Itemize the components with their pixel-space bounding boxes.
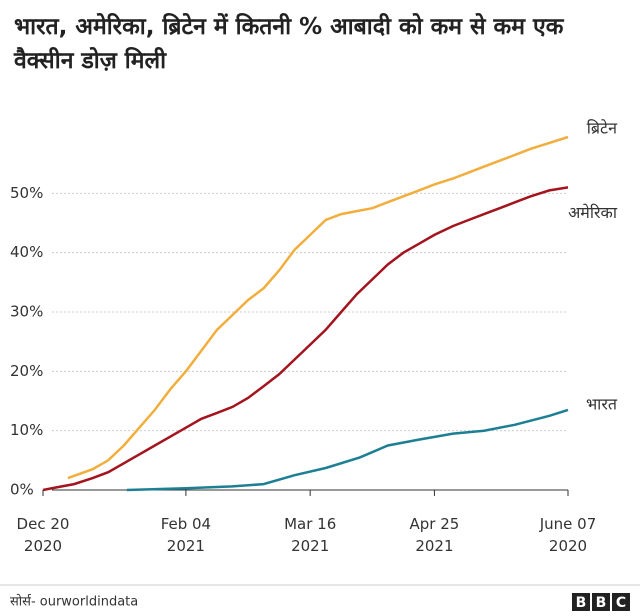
series-label: ब्रिटेन: [587, 118, 618, 137]
y-tick-label: 0%: [10, 481, 34, 499]
series-line: [42, 186, 569, 492]
series-line: [126, 408, 569, 492]
logo-box: [612, 593, 630, 611]
y-tick-label: 30%: [10, 303, 43, 321]
y-tick-label: 20%: [10, 362, 43, 380]
x-tick-label: June 07 2020: [539, 515, 597, 555]
logo-box: [592, 593, 610, 611]
x-tick-label: Mar 16 2021: [284, 515, 336, 555]
series-line: [67, 135, 569, 480]
logo-box: [572, 593, 590, 611]
y-tick-label: 10%: [10, 421, 43, 439]
y-tick-label: 50%: [10, 184, 43, 202]
source: सोर्स- ourworldindata: [10, 594, 138, 610]
x-tick-label: Apr 25 2021: [410, 515, 460, 555]
y-tick-label: 40%: [10, 243, 43, 261]
logo-letter: C: [616, 595, 626, 611]
chart-title: भारत, अमेरिका, ब्रिटेन में कितनी % आबादी…: [14, 14, 564, 74]
series-label: अमेरिका: [568, 203, 618, 222]
x-tick-label: Dec 20 2020: [17, 515, 70, 555]
x-tick-label: Feb 04 2021: [161, 515, 211, 555]
series-label: भारत: [586, 394, 618, 413]
logo-letter: B: [596, 595, 607, 611]
logo-letter: B: [576, 595, 587, 611]
